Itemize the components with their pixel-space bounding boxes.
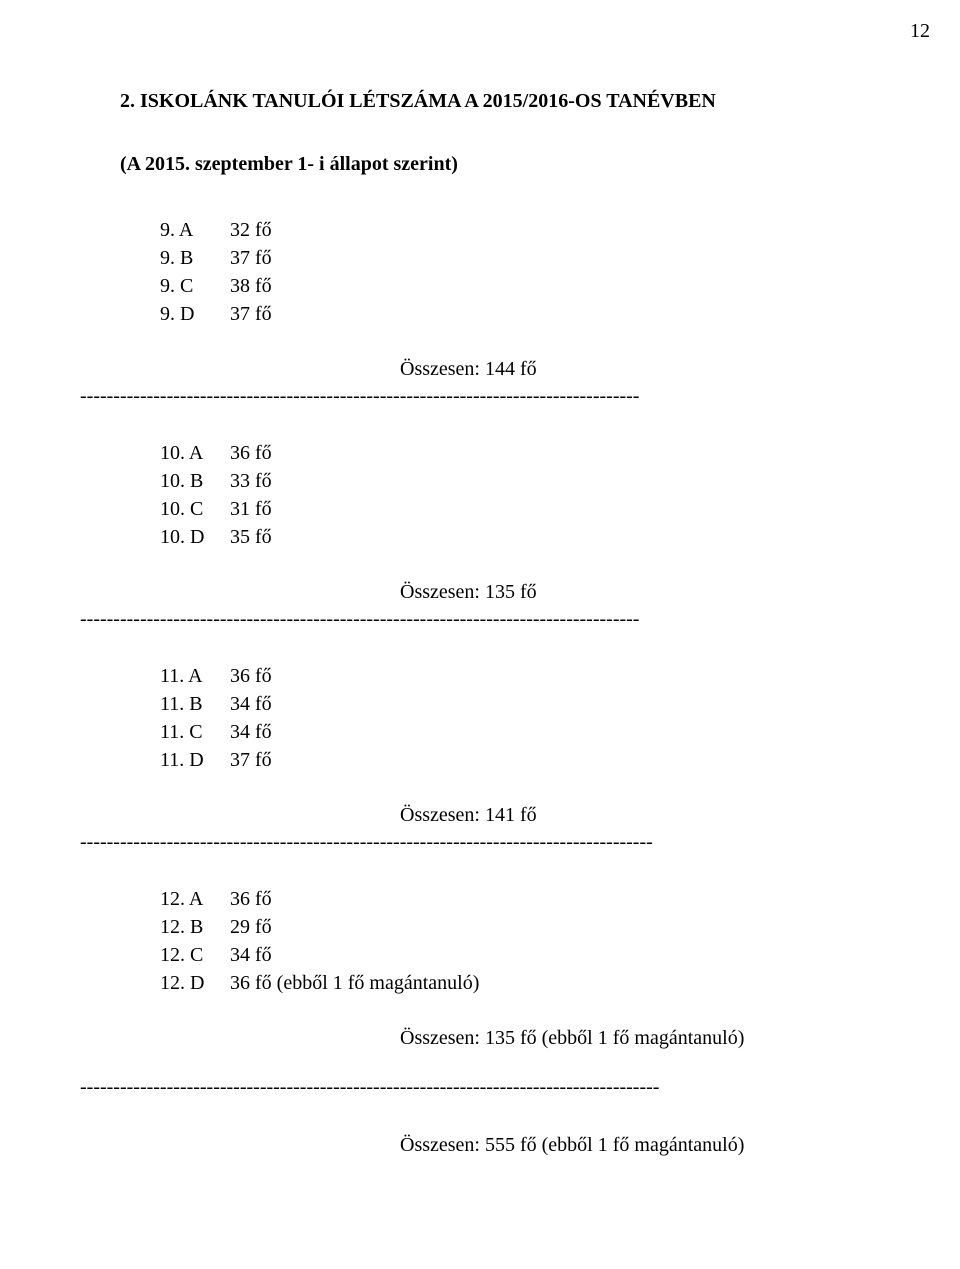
class-label: 9. B — [160, 244, 230, 272]
class-value: 35 fő — [230, 523, 272, 551]
class-group: 10. A 36 fő 10. B 33 fő 10. C 31 fő 10. … — [160, 439, 890, 551]
class-label: 9. A — [160, 216, 230, 244]
class-label: 10. D — [160, 523, 230, 551]
class-label: 9. D — [160, 300, 230, 328]
separator-line: ----------------------------------------… — [80, 385, 890, 413]
class-value: 32 fő — [230, 216, 272, 244]
class-value: 37 fő — [230, 746, 272, 774]
class-value: 37 fő — [230, 300, 272, 328]
class-row: 11. C 34 fő — [160, 718, 890, 746]
class-row: 10. C 31 fő — [160, 495, 890, 523]
group-total: Összesen: 135 fő (ebből 1 fő magántanuló… — [400, 1027, 890, 1050]
class-label: 12. B — [160, 913, 230, 941]
class-value: 36 fő (ebből 1 fő magántanuló) — [230, 969, 479, 997]
separator-line: ----------------------------------------… — [80, 1076, 890, 1104]
class-row: 10. D 35 fő — [160, 523, 890, 551]
grand-total: Összesen: 555 fő (ebből 1 fő magántanuló… — [400, 1134, 890, 1157]
class-label: 9. C — [160, 272, 230, 300]
class-value: 36 fő — [230, 885, 272, 913]
class-label: 12. D — [160, 969, 230, 997]
separator-line: ----------------------------------------… — [80, 831, 890, 859]
group-total: Összesen: 144 fő — [400, 358, 890, 381]
separator-line: ----------------------------------------… — [80, 608, 890, 636]
class-group: 12. A 36 fő 12. B 29 fő 12. C 34 fő 12. … — [160, 885, 890, 997]
class-label: 11. C — [160, 718, 230, 746]
class-row: 12. D 36 fő (ebből 1 fő magántanuló) — [160, 969, 890, 997]
class-row: 9. C 38 fő — [160, 272, 890, 300]
class-row: 10. B 33 fő — [160, 467, 890, 495]
class-row: 10. A 36 fő — [160, 439, 890, 467]
class-value: 34 fő — [230, 690, 272, 718]
class-row: 9. D 37 fő — [160, 300, 890, 328]
class-label: 11. D — [160, 746, 230, 774]
class-row: 11. D 37 fő — [160, 746, 890, 774]
document-page: 12 2. ISKOLÁNK TANULÓI LÉTSZÁMA A 2015/2… — [0, 0, 960, 1269]
class-group: 11. A 36 fő 11. B 34 fő 11. C 34 fő 11. … — [160, 662, 890, 774]
class-label: 12. A — [160, 885, 230, 913]
class-value: 36 fő — [230, 439, 272, 467]
class-value: 33 fő — [230, 467, 272, 495]
class-row: 9. A 32 fő — [160, 216, 890, 244]
page-number: 12 — [910, 20, 930, 43]
class-row: 12. A 36 fő — [160, 885, 890, 913]
group-total: Összesen: 141 fő — [400, 804, 890, 827]
class-value: 34 fő — [230, 718, 272, 746]
section-subtitle: (A 2015. szeptember 1- i állapot szerint… — [120, 153, 890, 176]
class-value: 29 fő — [230, 913, 272, 941]
class-group: 9. A 32 fő 9. B 37 fő 9. C 38 fő 9. D 37… — [160, 216, 890, 328]
class-row: 9. B 37 fő — [160, 244, 890, 272]
class-row: 11. B 34 fő — [160, 690, 890, 718]
class-label: 10. B — [160, 467, 230, 495]
class-row: 11. A 36 fő — [160, 662, 890, 690]
group-total: Összesen: 135 fő — [400, 581, 890, 604]
class-label: 12. C — [160, 941, 230, 969]
class-value: 34 fő — [230, 941, 272, 969]
class-value: 38 fő — [230, 272, 272, 300]
class-label: 11. A — [160, 662, 230, 690]
class-row: 12. B 29 fő — [160, 913, 890, 941]
class-label: 11. B — [160, 690, 230, 718]
class-value: 31 fő — [230, 495, 272, 523]
class-value: 37 fő — [230, 244, 272, 272]
section-title: 2. ISKOLÁNK TANULÓI LÉTSZÁMA A 2015/2016… — [120, 90, 890, 113]
class-label: 10. A — [160, 439, 230, 467]
class-row: 12. C 34 fő — [160, 941, 890, 969]
class-value: 36 fő — [230, 662, 272, 690]
class-label: 10. C — [160, 495, 230, 523]
